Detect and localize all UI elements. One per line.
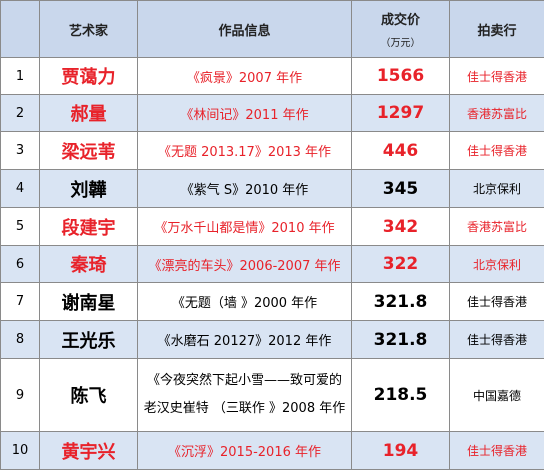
row-price: 321.8 [351, 282, 450, 321]
row-index: 10 [0, 431, 40, 470]
row-work: 《疯景》2007 年作 [137, 57, 352, 95]
row-work: 《沉浮》2015-2016 年作 [137, 431, 352, 470]
header-work: 作品信息 [137, 0, 352, 58]
row-artist: 秦琦 [39, 245, 138, 283]
header-price-label: 成交价 [380, 13, 420, 28]
row-artist: 谢南星 [39, 282, 138, 321]
row-work: 《水磨石 20127》2012 年作 [137, 320, 352, 359]
row-auction-house: 佳士得香港 [449, 57, 544, 95]
row-index: 3 [0, 131, 40, 170]
table-row: 6 秦琦 《漂亮的车头》2006-2007 年作 322 北京保利 [0, 245, 544, 283]
table-row: 8 王光乐 《水磨石 20127》2012 年作 321.8 佳士得香港 [0, 320, 544, 359]
row-index: 1 [0, 57, 40, 95]
table-row: 9 陈飞 《今夜突然下起小雪——致可爱的老汉史崔特 （三联作 》2008 年作 … [0, 358, 544, 432]
row-artist: 段建宇 [39, 207, 138, 246]
row-index: 4 [0, 169, 40, 208]
row-auction-house: 佳士得香港 [449, 131, 544, 170]
row-auction-house: 佳士得香港 [449, 431, 544, 470]
row-price: 194 [351, 431, 450, 470]
table-header-row: 艺术家 作品信息 成交价 （万元） 拍卖行 [0, 0, 544, 58]
table-row: 7 谢南星 《无题（墙 》2000 年作 321.8 佳士得香港 [0, 282, 544, 321]
row-work: 《林间记》2011 年作 [137, 94, 352, 132]
row-index: 6 [0, 245, 40, 283]
row-work: 《紫气 S》2010 年作 [137, 169, 352, 208]
row-artist: 贾蔼力 [39, 57, 138, 95]
row-auction-house: 中国嘉德 [449, 358, 544, 432]
row-index: 9 [0, 358, 40, 432]
row-auction-house: 佳士得香港 [449, 320, 544, 359]
row-artist: 王光乐 [39, 320, 138, 359]
row-artist: 陈飞 [39, 358, 138, 432]
table-row: 2 郝量 《林间记》2011 年作 1297 香港苏富比 [0, 94, 544, 132]
row-auction-house: 北京保利 [449, 169, 544, 208]
row-price: 1566 [351, 57, 450, 95]
row-artist: 郝量 [39, 94, 138, 132]
row-price: 321.8 [351, 320, 450, 359]
table-row: 10 黄宇兴 《沉浮》2015-2016 年作 194 佳士得香港 [0, 431, 544, 470]
table-row: 5 段建宇 《万水千山都是情》2010 年作 342 香港苏富比 [0, 207, 544, 246]
row-index: 7 [0, 282, 40, 321]
table-row: 1 贾蔼力 《疯景》2007 年作 1566 佳士得香港 [0, 57, 544, 95]
row-index: 5 [0, 207, 40, 246]
header-price: 成交价 （万元） [351, 0, 450, 58]
row-artist: 刘韡 [39, 169, 138, 208]
row-work: 《今夜突然下起小雪——致可爱的老汉史崔特 （三联作 》2008 年作 [137, 358, 352, 432]
row-artist: 黄宇兴 [39, 431, 138, 470]
row-work: 《无题（墙 》2000 年作 [137, 282, 352, 321]
row-price: 218.5 [351, 358, 450, 432]
row-price: 345 [351, 169, 450, 208]
table-row: 3 梁远苇 《无题 2013.17》2013 年作 446 佳士得香港 [0, 131, 544, 170]
header-artist: 艺术家 [39, 0, 138, 58]
row-price: 1297 [351, 94, 450, 132]
table-row: 4 刘韡 《紫气 S》2010 年作 345 北京保利 [0, 169, 544, 208]
row-work: 《无题 2013.17》2013 年作 [137, 131, 352, 170]
row-price: 446 [351, 131, 450, 170]
row-auction-house: 香港苏富比 [449, 207, 544, 246]
row-work: 《万水千山都是情》2010 年作 [137, 207, 352, 246]
header-index [0, 0, 40, 58]
row-auction-house: 香港苏富比 [449, 94, 544, 132]
row-work: 《漂亮的车头》2006-2007 年作 [137, 245, 352, 283]
row-auction-house: 北京保利 [449, 245, 544, 283]
row-price: 322 [351, 245, 450, 283]
row-index: 8 [0, 320, 40, 359]
header-price-unit: （万元） [380, 38, 421, 49]
row-price: 342 [351, 207, 450, 246]
row-artist: 梁远苇 [39, 131, 138, 170]
header-auction-house: 拍卖行 [449, 0, 544, 58]
row-auction-house: 佳士得香港 [449, 282, 544, 321]
row-index: 2 [0, 94, 40, 132]
